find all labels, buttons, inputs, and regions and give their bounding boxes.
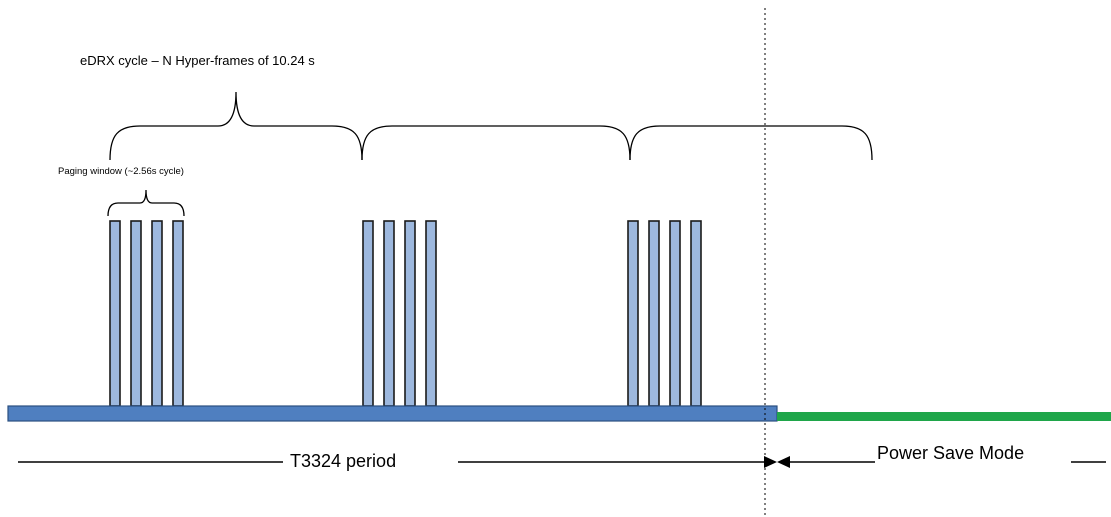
paging-bar [362,220,374,407]
paging-bar [404,220,416,407]
paging-bar [151,220,163,407]
edrx-cycle-brace-3 [629,125,873,161]
edrx-cycle-label: eDRX cycle – N Hyper-frames of 10.24 s [80,53,315,68]
t3324-arrowhead-icon [764,456,777,468]
paging-bar [130,220,142,407]
psm-timeline-bar [777,412,1111,421]
edrx-timeline-bar [7,405,778,422]
paging-window-label: Paging window (~2.56s cycle) [58,166,184,177]
t3324-period-label: T3324 period [290,451,396,471]
paging-window-1 [109,220,184,407]
paging-bar [172,220,184,407]
paging-window-2 [362,220,437,407]
paging-bar [669,220,681,407]
paging-bar [425,220,437,407]
paging-window-3 [627,220,702,407]
power-save-mode-label: Power Save Mode [877,443,1024,463]
paging-bar [383,220,395,407]
paging-bar [109,220,121,407]
edrx-cycle-brace-1 [109,91,363,161]
psm-arrowhead-icon [777,456,790,468]
edrx-cycle-brace-2 [361,125,631,161]
paging-bar [627,220,639,407]
paging-bar [648,220,660,407]
paging-window-brace [107,189,185,217]
paging-bar [690,220,702,407]
